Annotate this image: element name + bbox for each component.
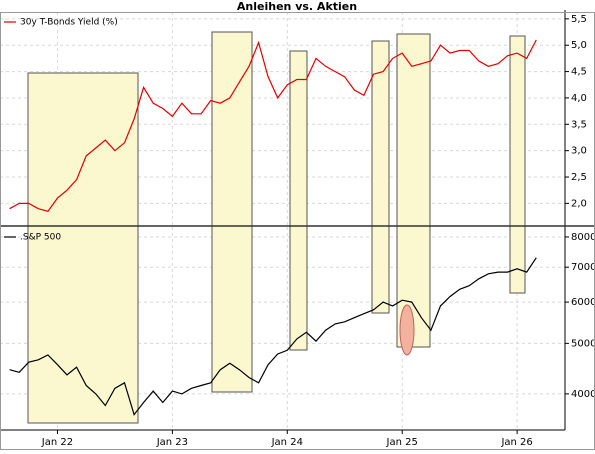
highlight-box xyxy=(211,31,253,393)
y-tick-label: 2,0 xyxy=(571,198,587,209)
y-tick-label: 5000 xyxy=(571,338,595,349)
x-tick-label: Jan 26 xyxy=(500,437,532,448)
highlight-box xyxy=(396,33,431,348)
x-tick-label: Jan 22 xyxy=(41,437,73,448)
series-line xyxy=(9,39,537,212)
chart-title: Anleihen vs. Aktien xyxy=(237,0,357,13)
y-tick-label: 4,5 xyxy=(571,67,587,78)
x-tick-label: Jan 25 xyxy=(386,437,418,448)
x-tick-label: Jan 24 xyxy=(271,437,303,448)
highlight-box xyxy=(509,35,526,294)
x-tick-label: Jan 23 xyxy=(156,437,188,448)
highlight-ellipse xyxy=(399,304,415,356)
y-tick-label: 7000 xyxy=(571,262,595,273)
highlight-box xyxy=(371,40,390,314)
y-tick-label: 3,5 xyxy=(571,119,587,130)
y-tick-label: 5,0 xyxy=(571,40,587,51)
legend-label: .S&P 500 xyxy=(20,233,61,243)
highlights xyxy=(27,31,526,424)
y-tick-label: 6000 xyxy=(571,297,595,308)
y-tick-label: 4,0 xyxy=(571,93,587,104)
highlight-box xyxy=(289,50,308,351)
highlight-box xyxy=(27,72,139,424)
y-tick-label: 5,5 xyxy=(571,14,587,25)
legend-label: 30y T-Bonds Yield (%) xyxy=(20,18,118,28)
series-line xyxy=(9,257,537,416)
y-tick-label: 3,0 xyxy=(571,146,587,157)
y-tick-label: 8000 xyxy=(571,232,595,243)
y-tick-label: 2,5 xyxy=(571,172,587,183)
y-tick-label: 4000 xyxy=(571,389,595,400)
